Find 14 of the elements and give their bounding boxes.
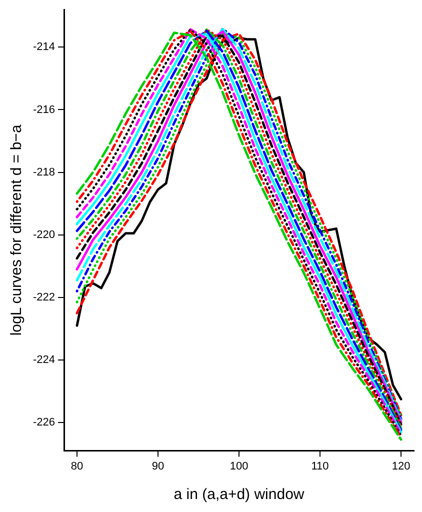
x-tick-label: 110 bbox=[311, 460, 329, 472]
x-tick-label: 90 bbox=[152, 460, 164, 472]
y-tick-label: -220 bbox=[32, 228, 56, 241]
y-tick-label: -216 bbox=[32, 104, 56, 116]
y-tick-label: -214 bbox=[32, 41, 56, 54]
y-axis-title: logL curves for different d = b−a bbox=[8, 124, 26, 336]
x-tick-label: 120 bbox=[392, 460, 410, 472]
x-tick-label: 80 bbox=[70, 460, 84, 472]
x-axis-title: a in (a,a+d) window bbox=[174, 486, 304, 504]
y-tick-label: -222 bbox=[32, 292, 56, 304]
y-tick-label: -226 bbox=[32, 416, 56, 429]
y-tick-label: -218 bbox=[32, 166, 56, 178]
y-tick-label: -224 bbox=[32, 354, 56, 366]
x-tick-label: 100 bbox=[230, 460, 248, 472]
